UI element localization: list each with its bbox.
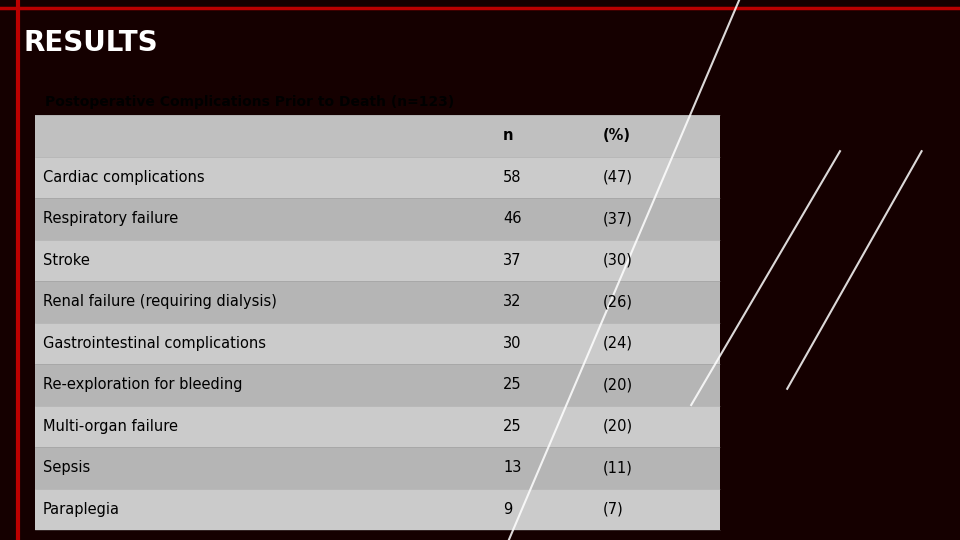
Bar xyxy=(35,198,720,240)
Text: 25: 25 xyxy=(503,418,521,434)
Text: Renal failure (requiring dialysis): Renal failure (requiring dialysis) xyxy=(43,294,276,309)
Text: 9: 9 xyxy=(503,502,513,517)
Bar xyxy=(35,322,720,364)
Text: 32: 32 xyxy=(503,294,521,309)
Bar xyxy=(35,489,720,530)
Text: (26): (26) xyxy=(603,294,633,309)
Bar xyxy=(35,115,720,157)
Text: (24): (24) xyxy=(603,336,633,351)
Text: (20): (20) xyxy=(603,377,634,392)
Text: (7): (7) xyxy=(603,502,624,517)
Bar xyxy=(35,447,720,489)
Text: Cardiac complications: Cardiac complications xyxy=(43,170,204,185)
Text: (%): (%) xyxy=(603,128,631,143)
Text: (30): (30) xyxy=(603,253,633,268)
Bar xyxy=(35,364,720,406)
Text: RESULTS: RESULTS xyxy=(24,29,158,57)
Text: Gastrointestinal complications: Gastrointestinal complications xyxy=(43,336,266,351)
Text: (20): (20) xyxy=(603,418,634,434)
Text: 46: 46 xyxy=(503,211,521,226)
Text: Multi-organ failure: Multi-organ failure xyxy=(43,418,178,434)
Text: 58: 58 xyxy=(503,170,521,185)
Bar xyxy=(35,240,720,281)
Text: Postoperative Complications Prior to Death (n=123): Postoperative Complications Prior to Dea… xyxy=(45,95,454,109)
Text: 30: 30 xyxy=(503,336,521,351)
Text: 37: 37 xyxy=(503,253,521,268)
Text: Re-exploration for bleeding: Re-exploration for bleeding xyxy=(43,377,243,392)
Bar xyxy=(35,157,720,198)
Text: n: n xyxy=(503,128,514,143)
Bar xyxy=(35,406,720,447)
Text: (37): (37) xyxy=(603,211,633,226)
Text: 25: 25 xyxy=(503,377,521,392)
Text: Sepsis: Sepsis xyxy=(43,460,90,475)
Text: Paraplegia: Paraplegia xyxy=(43,502,120,517)
Text: Stroke: Stroke xyxy=(43,253,90,268)
Text: 13: 13 xyxy=(503,460,521,475)
Text: Respiratory failure: Respiratory failure xyxy=(43,211,179,226)
Text: (11): (11) xyxy=(603,460,633,475)
Text: (47): (47) xyxy=(603,170,633,185)
Bar xyxy=(35,281,720,322)
